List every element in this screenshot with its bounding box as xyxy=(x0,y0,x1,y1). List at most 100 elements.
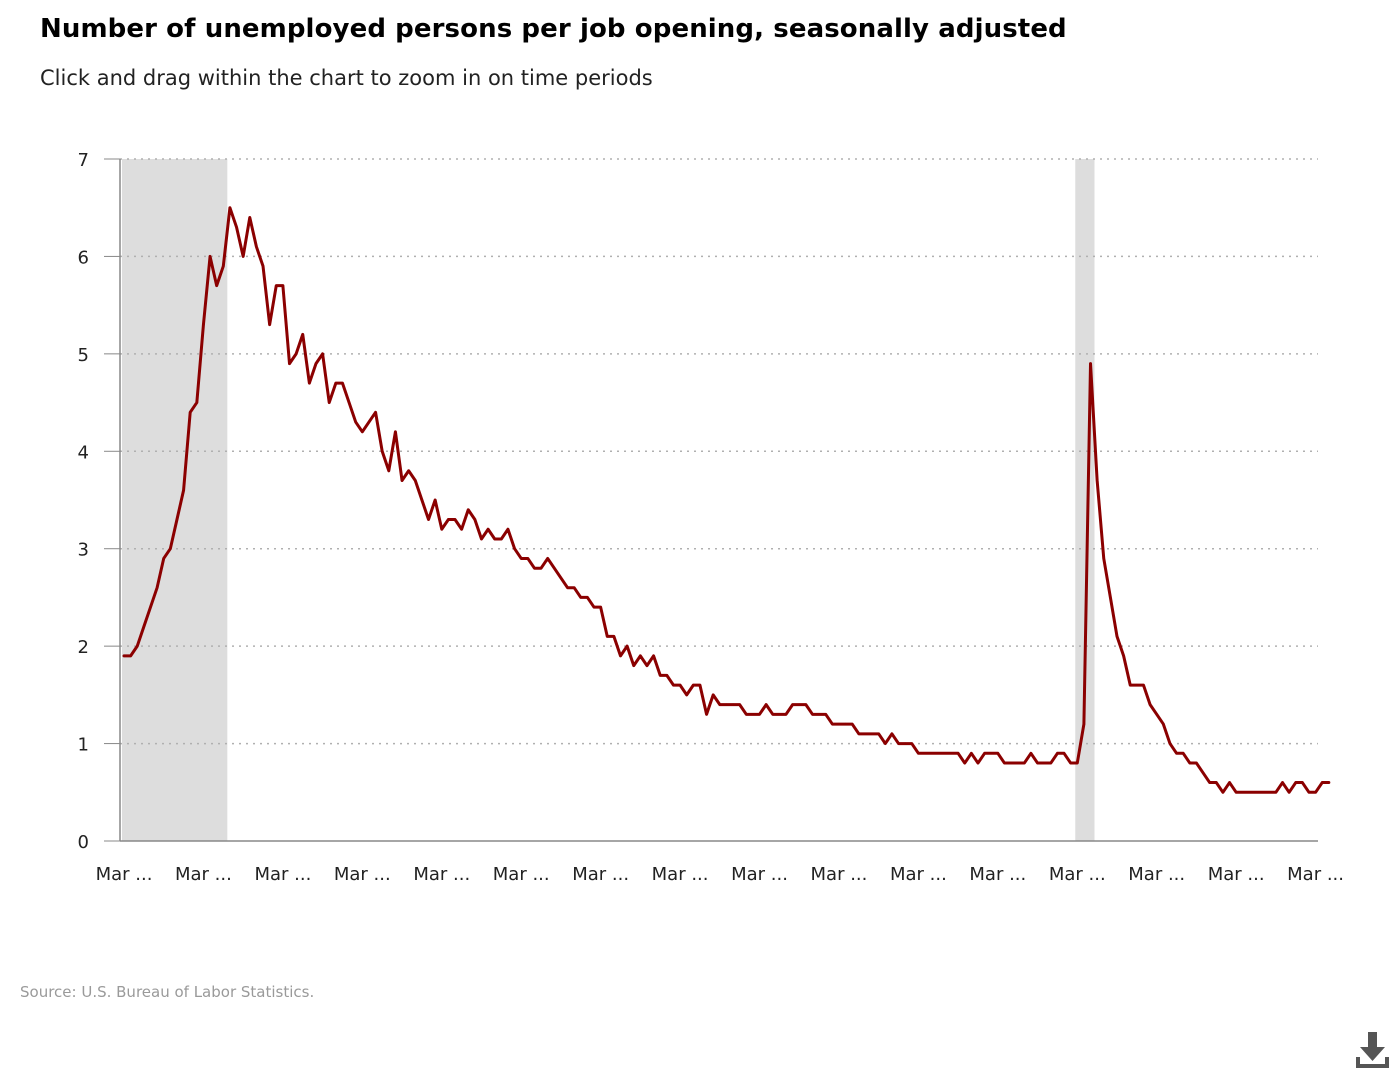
data-point xyxy=(215,284,218,287)
data-point xyxy=(122,654,126,658)
download-button[interactable] xyxy=(1352,1030,1394,1072)
data-point xyxy=(811,713,814,716)
data-point xyxy=(1201,771,1205,774)
data-point xyxy=(804,703,808,706)
data-point xyxy=(314,362,318,365)
data-point xyxy=(983,752,986,755)
data-point xyxy=(1135,683,1139,687)
data-point xyxy=(1129,683,1132,687)
data-point xyxy=(513,547,516,550)
data-point xyxy=(897,742,900,745)
data-point xyxy=(380,450,384,453)
data-point xyxy=(189,411,192,414)
data-point xyxy=(1155,713,1158,716)
data-point xyxy=(705,713,708,716)
data-point xyxy=(652,654,655,658)
data-point xyxy=(1122,654,1125,658)
data-point xyxy=(440,528,443,531)
data-point xyxy=(956,752,960,755)
y-tick-label: 3 xyxy=(78,540,89,561)
data-point xyxy=(533,567,536,570)
data-point xyxy=(950,752,953,755)
data-point xyxy=(639,654,642,658)
recession-band-2 xyxy=(1075,159,1095,841)
data-point xyxy=(1029,752,1033,755)
data-point xyxy=(751,713,755,716)
x-axis-tick-labels: Mar ... Mar ... Mar ... Mar ... Mar ... Mar .… xyxy=(96,864,1344,885)
data-point xyxy=(698,683,702,687)
x-tick-label: Mar ... xyxy=(413,864,470,885)
data-point xyxy=(559,576,563,580)
data-point xyxy=(420,498,424,502)
data-point xyxy=(400,479,404,482)
data-point xyxy=(1188,761,1192,765)
data-point xyxy=(136,644,139,648)
data-point xyxy=(851,722,854,726)
data-point xyxy=(367,420,371,424)
series-layer xyxy=(122,206,1331,794)
data-point xyxy=(235,226,238,229)
data-point xyxy=(169,547,172,550)
data-point xyxy=(433,498,437,502)
data-point xyxy=(281,284,285,287)
data-point xyxy=(910,742,913,745)
data-point xyxy=(182,489,185,492)
data-point xyxy=(427,518,430,521)
data-point xyxy=(1287,791,1291,794)
data-point xyxy=(692,683,695,687)
axes xyxy=(119,159,1318,842)
data-point xyxy=(321,352,324,356)
data-point xyxy=(831,722,834,726)
data-point xyxy=(1062,752,1066,755)
data-point xyxy=(930,752,933,755)
data-point xyxy=(923,752,927,755)
data-point xyxy=(1182,752,1185,755)
data-point xyxy=(506,528,510,531)
data-point xyxy=(354,420,357,424)
data-point xyxy=(1009,761,1013,765)
chart-subtitle: Click and drag within the chart to zoom … xyxy=(40,66,653,90)
data-point xyxy=(976,761,980,765)
data-point xyxy=(149,605,152,609)
data-point xyxy=(268,323,271,326)
data-point xyxy=(486,528,490,531)
data-point xyxy=(394,430,397,433)
data-point xyxy=(579,596,582,599)
data-point xyxy=(1221,791,1225,794)
data-point xyxy=(1016,761,1019,765)
data-point xyxy=(222,264,225,268)
data-point xyxy=(877,732,880,736)
data-point xyxy=(414,479,417,482)
data-point xyxy=(917,752,920,755)
data-point xyxy=(328,401,331,404)
data-point xyxy=(1175,752,1178,755)
data-point xyxy=(1049,761,1053,765)
data-point xyxy=(460,528,463,531)
data-point xyxy=(539,567,543,570)
data-point xyxy=(625,644,629,648)
y-tick-label: 4 xyxy=(78,442,89,463)
data-point xyxy=(1036,761,1039,765)
data-point xyxy=(142,625,146,628)
data-point xyxy=(1261,791,1264,794)
data-point xyxy=(453,518,457,521)
data-point xyxy=(202,323,205,326)
data-point xyxy=(1115,635,1119,638)
data-point xyxy=(1003,761,1006,765)
data-point xyxy=(1274,791,1278,794)
y-tick-label: 2 xyxy=(78,637,89,658)
data-point xyxy=(599,605,602,609)
data-point xyxy=(1248,791,1251,794)
data-point xyxy=(480,537,483,541)
x-tick-label: Mar ... xyxy=(254,864,311,885)
data-point xyxy=(1281,781,1284,784)
data-point xyxy=(1162,722,1165,726)
data-point xyxy=(659,674,662,677)
data-point xyxy=(288,362,291,365)
data-point xyxy=(334,381,338,385)
data-point xyxy=(817,713,821,716)
data-point xyxy=(1234,791,1238,794)
data-point xyxy=(261,264,265,268)
x-tick-label: Mar ... xyxy=(175,864,232,885)
